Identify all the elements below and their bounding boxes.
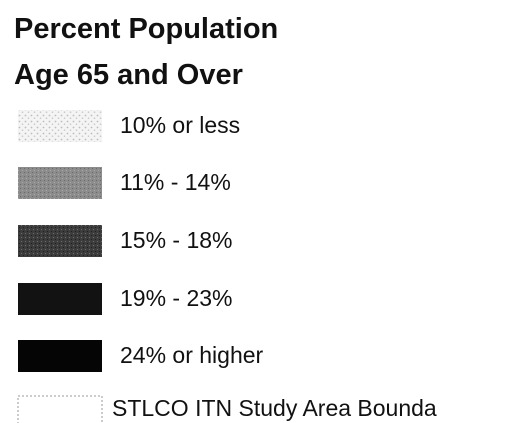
legend-label: 19% - 23% — [120, 285, 233, 311]
legend-title: Percent Population — [14, 13, 278, 45]
legend-label: 24% or higher — [120, 342, 264, 368]
legend-title: Age 65 and Over — [14, 59, 243, 91]
legend-swatch — [18, 283, 102, 315]
legend-swatch — [17, 395, 103, 423]
legend-label: 10% or less — [120, 112, 240, 138]
legend-swatch — [18, 340, 102, 372]
legend-label: STLCO ITN Study Area Bounda — [112, 395, 437, 421]
legend-swatch — [18, 167, 102, 199]
legend-swatch — [18, 110, 102, 142]
legend-swatch — [18, 225, 102, 257]
legend-label: 11% - 14% — [120, 169, 231, 195]
legend-label: 15% - 18% — [120, 227, 233, 253]
